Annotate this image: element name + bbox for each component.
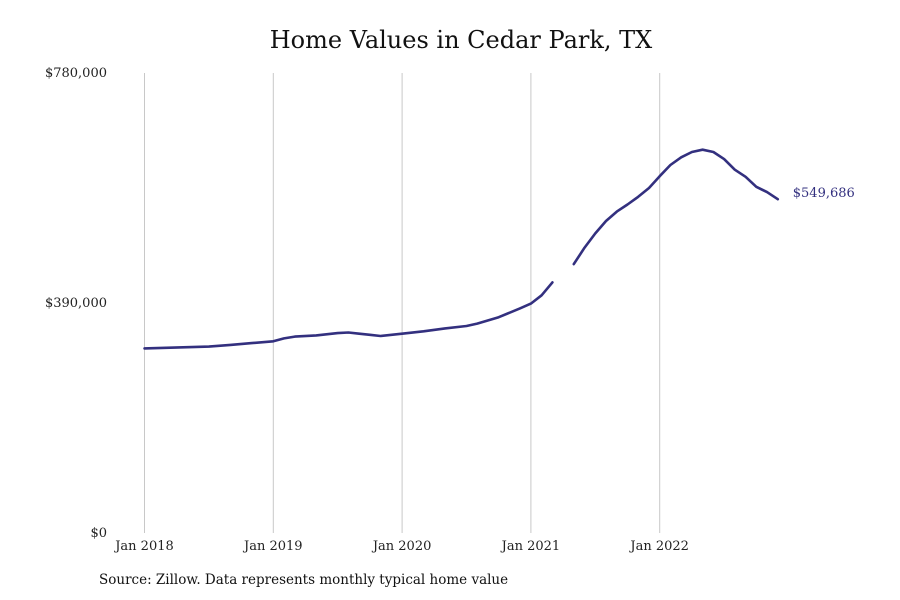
series-home-value [143,148,780,350]
source-note: Source: Zillow. Data represents monthly … [99,572,509,588]
x-tick-label: Jan 2021 [500,539,561,554]
chart-title: Home Values in Cedar Park, TX [269,26,653,54]
series-line-segment [572,148,780,266]
y-tick-label: $780,000 [45,66,107,81]
series-line-segment [143,281,554,350]
y-tick-label: $0 [90,526,107,541]
y-tick-label: $390,000 [45,296,107,311]
x-tick-label: Jan 2019 [242,539,303,554]
x-tick-label: Jan 2018 [113,539,174,554]
x-axis-ticks: Jan 2018 Jan 2019 Jan 2020 Jan 2021 Jan 2022 [113,539,689,554]
y-axis-ticks: $0 $390,000 $780,000 [45,66,107,541]
grid-lines [144,73,661,533]
end-value-label: $549,686 [793,186,855,201]
x-tick-label: Jan 2020 [371,539,432,554]
x-tick-label: Jan 2022 [628,539,689,554]
